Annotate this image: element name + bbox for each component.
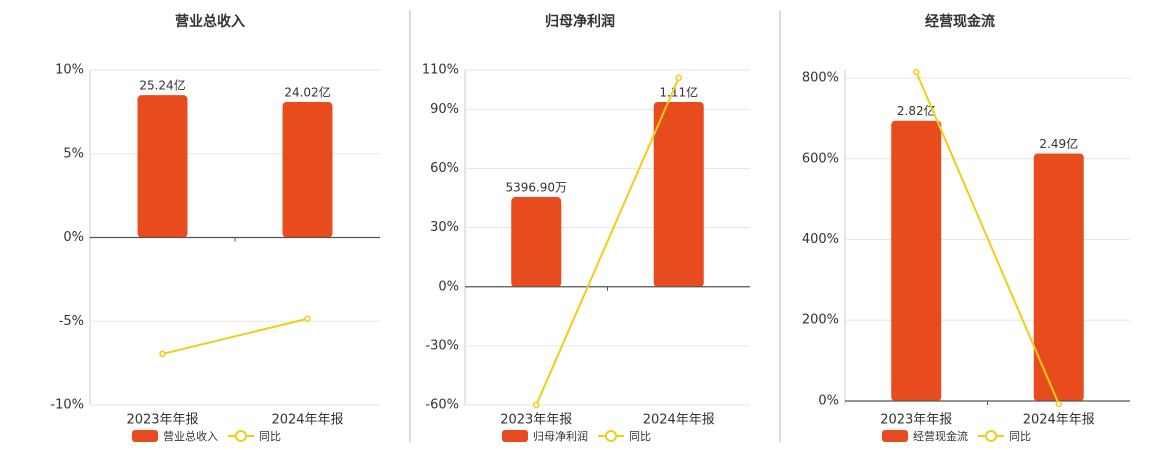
value-label: 24.02亿 <box>284 85 330 100</box>
y-tick-label: -10% <box>50 398 84 413</box>
value-label: 2.49亿 <box>1039 136 1078 151</box>
line-point <box>675 74 682 82</box>
x-tick-label: 2024年年报 <box>1023 413 1095 428</box>
legend-label: 同比 <box>1009 430 1031 443</box>
y-tick-label: 90% <box>430 102 459 117</box>
line-point <box>304 315 311 322</box>
x-tick-label: 2024年年报 <box>271 413 343 428</box>
value-label: 5396.90万 <box>505 181 567 195</box>
value-label: 1.11亿 <box>659 85 698 100</box>
line <box>162 317 308 355</box>
legend-swatch <box>882 430 908 442</box>
bar <box>891 120 942 402</box>
legend-label: 同比 <box>629 430 651 443</box>
y-tick-label: 400% <box>802 232 839 247</box>
line <box>915 71 1060 405</box>
bar <box>653 102 704 287</box>
bar <box>1033 153 1084 402</box>
y-tick-label: 0% <box>438 279 459 294</box>
legend-swatch <box>502 430 528 442</box>
bar <box>511 197 562 287</box>
legend-swatch <box>985 430 997 442</box>
y-tick-label: 60% <box>430 161 459 176</box>
value-label: 25.24亿 <box>139 78 185 93</box>
legend-label: 经营现金流 <box>913 429 968 443</box>
y-tick-label: 800% <box>802 71 839 86</box>
legend-swatch <box>235 430 247 442</box>
x-tick-label: 2023年年报 <box>880 413 952 428</box>
y-tick-label: 0% <box>63 230 84 245</box>
line <box>535 77 680 406</box>
chart-title: 归母净利润 <box>545 13 615 30</box>
y-tick-label: -60% <box>425 398 459 413</box>
y-tick-label: 600% <box>802 151 839 166</box>
line-point <box>1055 400 1062 408</box>
line-point <box>533 401 540 409</box>
x-tick-label: 2023年年报 <box>500 413 572 428</box>
x-tick-label: 2023年年报 <box>126 413 198 428</box>
chart-title: 营业总收入 <box>175 13 245 30</box>
legend-label: 同比 <box>259 430 281 443</box>
legend-swatch <box>132 430 158 442</box>
value-label: 2.82亿 <box>897 103 936 118</box>
bar <box>282 102 333 238</box>
y-tick-label: 10% <box>55 63 84 78</box>
y-tick-label: 0% <box>818 393 839 408</box>
y-tick-label: 110% <box>422 63 459 78</box>
legend-label: 归母净利润 <box>533 429 588 443</box>
y-tick-label: -30% <box>425 338 459 353</box>
line-point <box>159 350 166 358</box>
y-tick-label: -5% <box>59 314 84 329</box>
y-tick-label: 200% <box>802 313 839 328</box>
bar <box>137 95 188 238</box>
legend-label: 营业总收入 <box>163 429 218 443</box>
y-tick-label: 30% <box>430 220 459 235</box>
line-point <box>913 68 920 76</box>
x-tick-label: 2024年年报 <box>643 413 715 428</box>
chart-title: 经营现金流 <box>925 13 995 30</box>
legend-swatch <box>605 430 617 442</box>
y-tick-label: 5% <box>63 146 84 161</box>
